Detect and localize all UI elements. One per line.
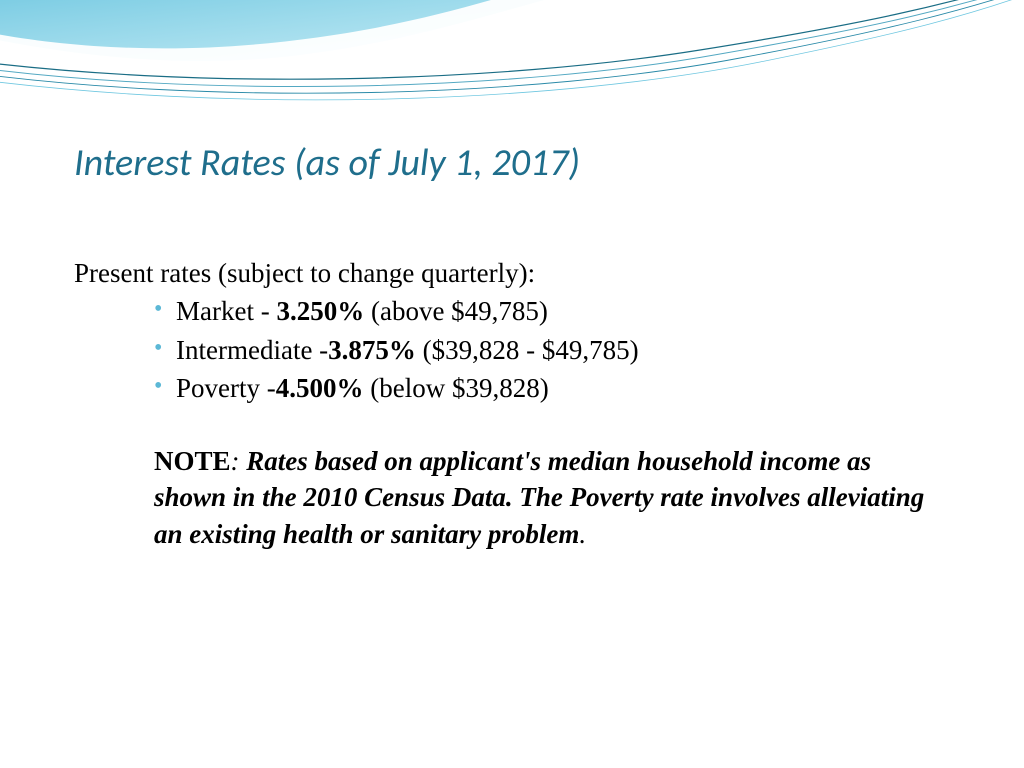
slide-body: Present rates (subject to change quarter… xyxy=(74,255,954,552)
note-sep: : xyxy=(231,446,247,476)
note-trail: . xyxy=(579,519,586,549)
note-block: NOTE: Rates based on applicant's median … xyxy=(154,443,944,552)
rate-range: (above $49,785) xyxy=(364,296,548,326)
rate-item: Poverty -4.500% (below $39,828) xyxy=(154,370,954,406)
intro-text: Present rates (subject to change quarter… xyxy=(74,255,954,291)
rate-pct: 4.500% xyxy=(276,373,364,403)
rate-pct: 3.250% xyxy=(276,296,364,326)
rate-label: Intermediate - xyxy=(176,335,328,365)
rate-item: Intermediate -3.875% ($39,828 - $49,785) xyxy=(154,332,954,368)
rates-list: Market - 3.250% (above $49,785) Intermed… xyxy=(154,293,954,406)
rate-pct: 3.875% xyxy=(328,335,416,365)
slide-title: Interest Rates (as of July 1, 2017) xyxy=(74,140,580,186)
rate-item: Market - 3.250% (above $49,785) xyxy=(154,293,954,329)
rate-label: Poverty - xyxy=(176,373,276,403)
rate-range: (below $39,828) xyxy=(363,373,548,403)
rate-range: ($39,828 - $49,785) xyxy=(416,335,639,365)
note-text: Rates based on applicant's median househ… xyxy=(154,446,924,549)
header-wave-decoration xyxy=(0,0,1024,140)
note-label: NOTE xyxy=(154,446,231,476)
wave-svg xyxy=(0,0,1024,140)
rate-label: Market - xyxy=(176,296,276,326)
